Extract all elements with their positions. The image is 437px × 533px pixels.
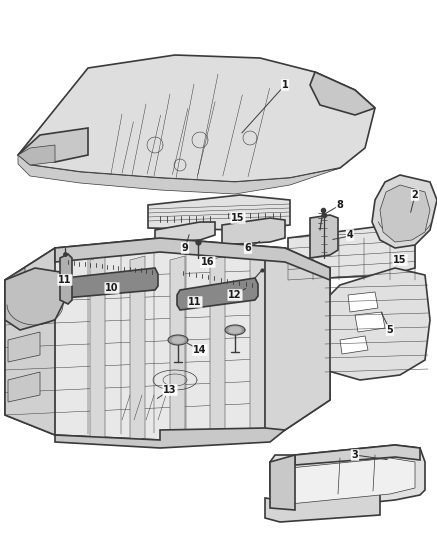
Text: 8: 8	[336, 200, 343, 210]
Polygon shape	[310, 215, 338, 258]
Text: 11: 11	[58, 275, 72, 285]
Polygon shape	[270, 455, 295, 510]
Polygon shape	[8, 292, 40, 322]
Polygon shape	[55, 428, 285, 448]
Text: 4: 4	[347, 230, 354, 240]
Polygon shape	[288, 225, 415, 280]
Polygon shape	[172, 337, 184, 343]
Polygon shape	[168, 335, 188, 345]
Polygon shape	[55, 238, 330, 280]
Polygon shape	[155, 222, 215, 242]
Polygon shape	[295, 445, 420, 465]
Polygon shape	[250, 256, 265, 442]
Polygon shape	[225, 325, 245, 335]
Polygon shape	[90, 256, 105, 442]
Polygon shape	[270, 445, 425, 510]
Text: 9: 9	[182, 243, 188, 253]
Text: 14: 14	[193, 345, 207, 355]
Polygon shape	[62, 268, 158, 298]
Text: 15: 15	[231, 213, 245, 223]
Polygon shape	[60, 254, 72, 304]
Polygon shape	[315, 268, 430, 380]
Text: 10: 10	[105, 283, 119, 293]
Text: 3: 3	[352, 450, 358, 460]
Polygon shape	[5, 268, 65, 330]
Text: 5: 5	[387, 325, 393, 335]
Polygon shape	[278, 458, 415, 504]
Polygon shape	[18, 55, 375, 182]
Polygon shape	[18, 128, 88, 162]
Polygon shape	[310, 72, 375, 115]
Text: 1: 1	[281, 80, 288, 90]
Polygon shape	[265, 492, 380, 522]
Polygon shape	[229, 327, 241, 333]
Text: 13: 13	[163, 385, 177, 395]
Polygon shape	[18, 145, 55, 165]
Text: 6: 6	[245, 243, 251, 253]
Polygon shape	[8, 372, 40, 402]
Polygon shape	[355, 312, 385, 332]
Polygon shape	[170, 256, 185, 442]
Polygon shape	[5, 248, 55, 435]
Text: 12: 12	[228, 290, 242, 300]
Text: 2: 2	[412, 190, 418, 200]
Polygon shape	[148, 195, 290, 230]
Polygon shape	[348, 292, 378, 312]
Text: 15: 15	[393, 255, 407, 265]
Polygon shape	[372, 175, 437, 248]
Polygon shape	[5, 268, 25, 300]
Polygon shape	[18, 155, 340, 194]
Text: 11: 11	[188, 297, 202, 307]
Polygon shape	[177, 278, 258, 310]
Polygon shape	[265, 248, 330, 440]
Polygon shape	[222, 218, 285, 245]
Polygon shape	[130, 256, 145, 442]
Polygon shape	[8, 332, 40, 362]
Polygon shape	[210, 256, 225, 442]
Polygon shape	[5, 238, 330, 440]
Polygon shape	[340, 336, 368, 354]
Polygon shape	[380, 185, 430, 242]
Text: 16: 16	[201, 257, 215, 267]
